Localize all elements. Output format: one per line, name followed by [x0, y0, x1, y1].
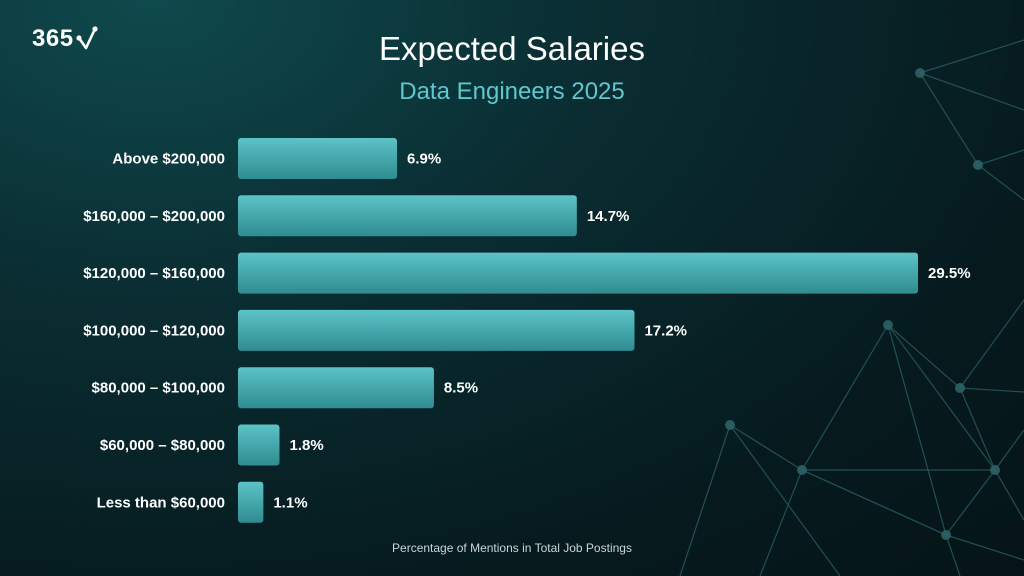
bar[interactable] — [238, 424, 280, 466]
value-label: 1.8% — [289, 437, 323, 454]
category-label: $60,000 – $80,000 — [100, 437, 225, 454]
value-label: 6.9% — [407, 151, 441, 168]
bar[interactable] — [238, 309, 635, 351]
bar[interactable] — [238, 481, 264, 523]
category-label: $160,000 – $200,000 — [83, 208, 225, 225]
category-label: Above $200,000 — [112, 151, 225, 168]
category-label: $80,000 – $100,000 — [92, 380, 225, 397]
bar[interactable] — [238, 195, 577, 237]
category-label: $100,000 – $120,000 — [83, 322, 225, 339]
value-label: 1.1% — [273, 494, 307, 511]
bar[interactable] — [238, 367, 434, 409]
bar[interactable] — [238, 138, 398, 179]
brand-logo[interactable]: 365 — [32, 24, 98, 54]
bar[interactable] — [238, 252, 918, 294]
value-label: 17.2% — [644, 322, 687, 339]
value-label: 14.7% — [587, 208, 630, 225]
category-label: $120,000 – $160,000 — [83, 265, 225, 282]
value-label: 29.5% — [928, 265, 971, 282]
value-label: 8.5% — [444, 380, 478, 397]
chart-subtitle: Data Engineers 2025 — [399, 78, 625, 105]
category-label: Less than $60,000 — [97, 494, 225, 511]
x-axis-label: Percentage of Mentions in Total Job Post… — [392, 541, 632, 555]
logo-text: 365 — [32, 25, 74, 52]
check-network-icon — [75, 26, 98, 50]
chart-title: Expected Salaries — [379, 30, 645, 67]
